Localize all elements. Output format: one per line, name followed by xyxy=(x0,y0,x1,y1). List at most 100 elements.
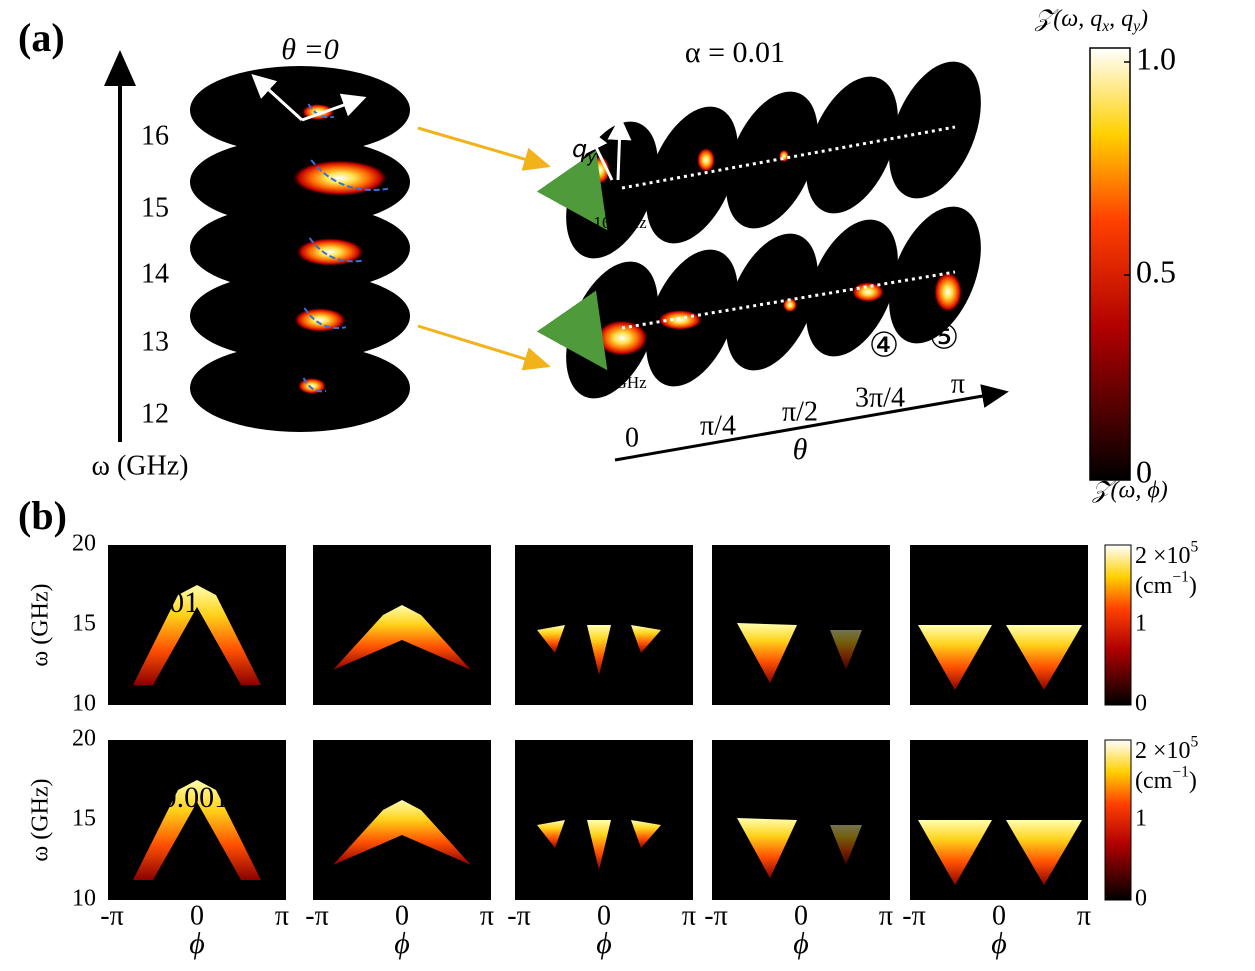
colorbar-label-part: y xyxy=(1131,18,1140,35)
panel-title: θ= 3π/4 xyxy=(780,551,878,587)
alpha-label: α = 0.001 xyxy=(114,781,229,814)
panel-title: θ= π xyxy=(1018,746,1076,782)
x-tick-label: π xyxy=(275,900,289,931)
y-tick-label: 20 xyxy=(72,726,96,752)
panel-label: (b) xyxy=(18,493,67,538)
colorbar-exponent-part: 5 xyxy=(1191,733,1199,750)
x-axis-label: ϕ xyxy=(991,927,1007,960)
x-axis-label: ϕ xyxy=(793,927,809,960)
x-tick-label: -π xyxy=(507,900,530,931)
colorbar-exponent: 2 ×105 xyxy=(1135,733,1199,764)
colorbar-unit-part: (cm xyxy=(1135,573,1173,599)
q-y-label-part: y xyxy=(254,96,265,114)
axis-label: θ xyxy=(793,433,808,466)
heat-spot xyxy=(296,238,364,266)
colorbar-label-part: , q xyxy=(1109,6,1133,32)
y-axis-label: ω (GHz) xyxy=(28,778,54,861)
colorbar-unit: (cm−1) xyxy=(1135,763,1197,794)
q-y-label-part: q xyxy=(240,83,255,111)
q-x-label-part: q xyxy=(622,133,637,161)
colorbar-unit-part: −1 xyxy=(1172,568,1189,585)
x-tick-label: -π xyxy=(704,900,727,931)
y-tick-label: 15 xyxy=(72,806,96,832)
colorbar-exponent-part: 2 ×10 xyxy=(1135,543,1191,569)
colorbar-label: 𝒵(ω, qx, qy) xyxy=(1034,6,1148,35)
colorbar-tick-label: 1 xyxy=(1135,611,1147,637)
marker: ④ xyxy=(869,326,899,366)
q-y-label-part: y xyxy=(586,148,597,166)
theta-tick-label: 3π/4 xyxy=(855,382,905,413)
x-tick-label: π xyxy=(1077,900,1091,931)
colorbar-tick-label: 0 xyxy=(1135,886,1147,912)
x-axis-label: ϕ xyxy=(394,927,410,960)
panel-title: θ= π/2 xyxy=(599,746,681,782)
row-label: 13 GHz xyxy=(593,373,647,392)
frequency-label: 15 xyxy=(141,192,169,223)
theta-tick-label: π xyxy=(951,368,965,399)
panel-title: θ= π xyxy=(1018,551,1076,587)
y-axis-label: ω (GHz) xyxy=(28,583,54,666)
colorbar xyxy=(1105,740,1131,900)
colorbar-exponent: 2 ×105 xyxy=(1135,538,1199,569)
heat-spot xyxy=(934,272,962,312)
colorbar xyxy=(1090,48,1130,480)
q-x-label-part: q xyxy=(364,99,379,127)
colorbar-exponent-part: 2 ×10 xyxy=(1135,738,1191,764)
frequency-label: 12 xyxy=(141,398,169,429)
colorbar-label-part: x xyxy=(1101,18,1109,35)
arrow xyxy=(418,326,548,366)
arrow xyxy=(418,128,548,166)
colorbar-unit: (cm−1) xyxy=(1135,568,1197,599)
x-tick-label: π xyxy=(879,900,893,931)
title: θ =0 xyxy=(281,33,338,66)
colorbar-unit-part: ) xyxy=(1189,573,1197,599)
panel-title: θ= 0 xyxy=(217,551,274,587)
colorbar-label-part: 𝒵(ω, q xyxy=(1034,6,1102,32)
y-tick-label: 15 xyxy=(72,611,96,637)
x-tick-label: -π xyxy=(305,900,328,931)
q-y-label-part: q xyxy=(572,135,587,163)
marker: ⑤ xyxy=(929,318,959,358)
heat-spot xyxy=(697,148,715,172)
colorbar-tick-label: 0 xyxy=(1135,691,1147,717)
y-tick-label: 20 xyxy=(72,531,96,557)
marker: ② xyxy=(233,169,263,209)
x-axis-label: ϕ xyxy=(596,927,612,960)
colorbar-exponent-part: 5 xyxy=(1191,538,1199,555)
marker: ③ xyxy=(233,313,263,353)
colorbar-tick-label: 1.0 xyxy=(1136,40,1176,76)
title: α = 0.01 xyxy=(685,36,785,69)
colorbar-tick-label: 0.5 xyxy=(1136,253,1176,289)
frequency-label: 13 xyxy=(141,326,169,357)
y-tick-label: 10 xyxy=(72,886,96,912)
theta-tick-label: 0 xyxy=(625,422,639,453)
frequency-label: 16 xyxy=(141,120,169,151)
colorbar-label-part: ) xyxy=(1138,6,1148,32)
panel-title: θ= π/2 xyxy=(599,551,681,587)
colorbar-label: 𝒵(ω, ϕ) xyxy=(1091,478,1168,504)
x-tick-label: π xyxy=(480,900,494,931)
q-arrow xyxy=(618,125,620,180)
x-tick-label: -π xyxy=(902,900,925,931)
axis-label: ω (GHz) xyxy=(92,450,189,481)
alpha-label: α=0.01 xyxy=(114,586,199,619)
x-axis-label: ϕ xyxy=(189,927,205,960)
theta-tick-label: π/2 xyxy=(782,396,818,427)
colorbar-unit-part: −1 xyxy=(1172,763,1189,780)
panel-title: θ= 3π/4 xyxy=(780,746,878,782)
x-tick-label: π xyxy=(682,900,696,931)
heat-spot xyxy=(779,150,789,162)
marker: ① xyxy=(233,117,263,157)
row-label: 16 GHz xyxy=(593,213,647,232)
colorbar-unit-part: (cm xyxy=(1135,768,1173,794)
x-tick-label: -π xyxy=(100,900,123,931)
colorbar xyxy=(1105,545,1131,705)
q-x-label-part: x xyxy=(378,112,389,130)
theta-tick-label: π/4 xyxy=(700,410,736,441)
colorbar-tick-label: 1 xyxy=(1135,806,1147,832)
y-tick-label: 10 xyxy=(72,691,96,717)
panel-title: θ= 0 xyxy=(217,746,274,782)
q-x-label-part: x xyxy=(636,146,647,164)
colorbar-unit-part: ) xyxy=(1189,768,1197,794)
figure: (a)θ =0ω (GHz)1615141312①②③qyqxα = 0.011… xyxy=(0,0,1255,971)
